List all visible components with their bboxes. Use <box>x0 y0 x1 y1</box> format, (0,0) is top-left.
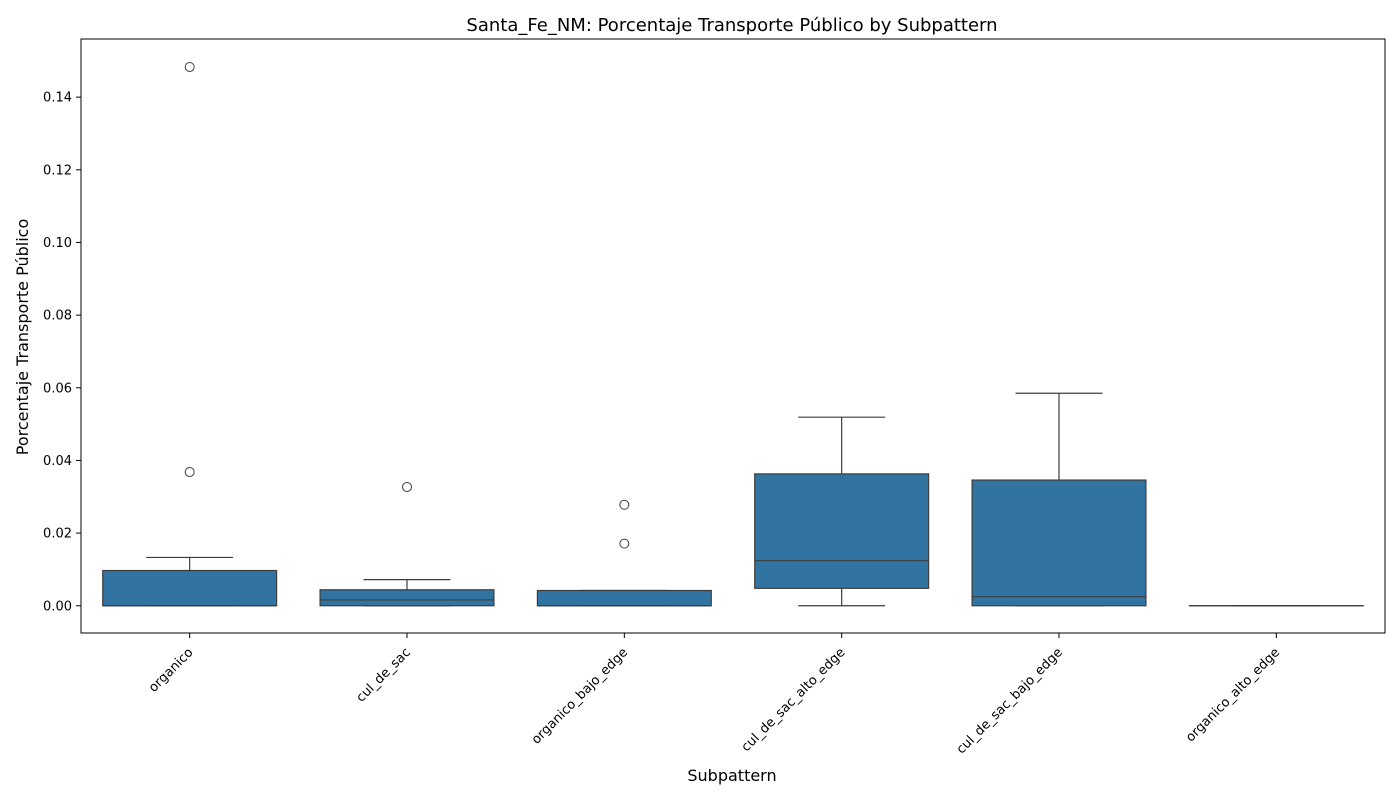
chart-title: Santa_Fe_NM: Porcentaje Transporte Públi… <box>466 15 997 36</box>
outlier-point <box>184 61 195 72</box>
y-tick-label: 0.08 <box>43 309 72 324</box>
outlier-point <box>619 538 630 549</box>
y-tick-label: 0.04 <box>43 454 72 469</box>
y-tick-label: 0.02 <box>43 527 72 542</box>
x-tick-label: cul_de_sac_bajo_edge <box>954 645 1066 757</box>
y-tick-label: 0.14 <box>43 91 72 106</box>
outlier-point <box>402 481 412 492</box>
x-axis-label: Subpattern <box>687 766 776 785</box>
outlier-point <box>184 467 195 478</box>
x-tick-label: organico_bajo_edge <box>529 645 631 747</box>
box-cul_de_sac <box>319 589 495 607</box>
y-tick-label: 0.10 <box>43 236 72 251</box>
x-tick-label: organico <box>146 645 196 695</box>
plot-frame <box>80 38 1386 634</box>
plot-area: 0.00 0.02 0.04 0.06 0.08 0.10 0.12 0.14 organico… <box>43 61 1364 757</box>
box-organico <box>102 569 278 607</box>
x-tick-label: organico_alto_edge <box>1183 645 1283 745</box>
x-tick-label: cul_de_sac_alto_edge <box>739 645 849 755</box>
box-cul_de_sac_alto_edge <box>754 473 930 589</box>
y-tick-label: 0.00 <box>43 599 72 614</box>
y-axis-label: Porcentaje Transporte Público <box>13 219 32 455</box>
outlier-point <box>619 499 630 510</box>
y-tick-label: 0.06 <box>43 381 72 396</box>
box-cul_de_sac_bajo_edge <box>971 479 1147 607</box>
y-tick-label: 0.12 <box>43 163 72 178</box>
x-tick-label: cul_de_sac <box>354 645 414 705</box>
box-organico_bajo_edge <box>536 589 712 607</box>
